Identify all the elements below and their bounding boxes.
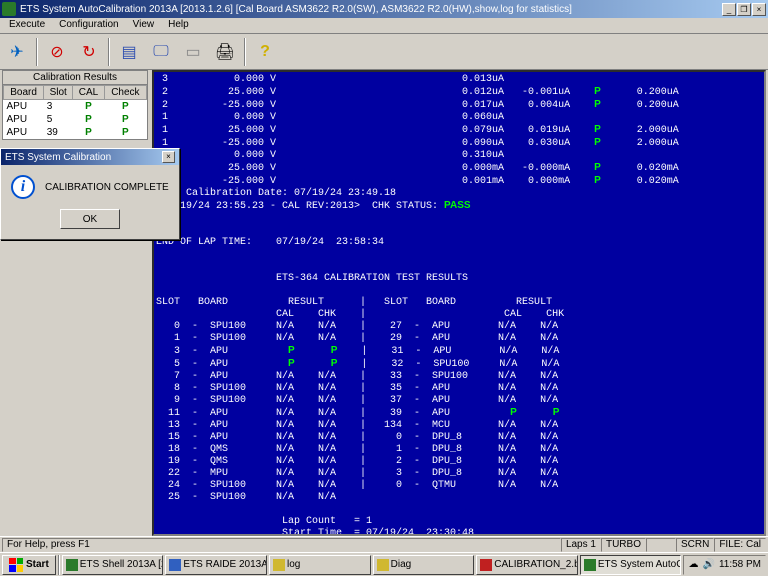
status-file: FILE: Cal <box>714 538 766 552</box>
tool-screen-icon[interactable]: 🖵 <box>146 37 176 67</box>
info-icon: i <box>11 175 35 199</box>
menu-execute[interactable]: Execute <box>2 18 52 33</box>
close-button[interactable]: × <box>752 3 766 16</box>
table-row[interactable]: APU5PP <box>4 113 147 126</box>
col-check[interactable]: Check <box>104 86 146 100</box>
window-title: ETS System AutoCalibration 2013A [2013.1… <box>20 4 722 15</box>
status-laps: Laps 1 <box>561 538 601 552</box>
toolbar: ✈ ⊘ ↻ ▤ 🖵 ▭ 🖨 ? <box>0 34 768 70</box>
toolbar-sep <box>36 38 38 66</box>
table-row[interactable]: APU39PP <box>4 126 147 139</box>
cal-results-table: Board Slot CAL Check APU3PPAPU5PPAPU39PP <box>3 85 147 139</box>
dialog-title: ETS System Calibration <box>5 152 111 163</box>
col-cal[interactable]: CAL <box>73 86 105 100</box>
task-button[interactable]: ETS System AutoC... <box>580 555 682 575</box>
tray-clock[interactable]: 11:58 PM <box>719 559 761 570</box>
toolbar-sep <box>244 38 246 66</box>
tool-refresh-icon[interactable]: ↻ <box>74 37 104 67</box>
tray-icon[interactable]: ☁ <box>688 559 698 570</box>
console-output[interactable]: 3 0.000 V 0.013uA 2 25.000 V 0.012uA -0.… <box>152 70 766 536</box>
dialog-message: CALIBRATION COMPLETE <box>45 182 169 193</box>
menu-view[interactable]: View <box>126 18 162 33</box>
start-button[interactable]: Start <box>2 555 56 575</box>
minimize-button[interactable]: _ <box>722 3 736 16</box>
tool-help-icon[interactable]: ? <box>250 37 280 67</box>
tool-print-icon[interactable]: 🖨 <box>210 37 240 67</box>
start-label: Start <box>26 559 49 570</box>
taskbar: Start ETS Shell 2013A [20...ETS RAIDE 20… <box>0 552 768 576</box>
ok-button[interactable]: OK <box>60 209 120 229</box>
statusbar: For Help, press F1 Laps 1 TURBO SCRN FIL… <box>0 536 768 552</box>
system-tray[interactable]: ☁ 🔊 11:58 PM <box>683 555 766 575</box>
task-button[interactable]: Diag <box>373 555 475 575</box>
task-button[interactable]: CALIBRATION_2.bm... <box>476 555 578 575</box>
menu-configuration[interactable]: Configuration <box>52 18 125 33</box>
col-slot[interactable]: Slot <box>44 86 73 100</box>
window-titlebar: ETS System AutoCalibration 2013A [2013.1… <box>0 0 768 18</box>
tool-doc-icon[interactable]: ▤ <box>114 37 144 67</box>
restore-button[interactable]: ❐ <box>737 3 751 16</box>
windows-flag-icon <box>9 558 23 572</box>
table-row[interactable]: APU3PP <box>4 100 147 114</box>
calibration-results-panel: Calibration Results Board Slot CAL Check… <box>2 70 148 140</box>
task-button[interactable]: ETS Shell 2013A [20... <box>62 555 164 575</box>
tool-log-icon[interactable]: ▭ <box>178 37 208 67</box>
cal-results-title: Calibration Results <box>3 71 147 85</box>
app-icon <box>2 2 16 16</box>
task-button[interactable]: log <box>269 555 371 575</box>
col-board[interactable]: Board <box>4 86 44 100</box>
menu-help[interactable]: Help <box>161 18 196 33</box>
dialog-close-button[interactable]: × <box>162 151 175 163</box>
toolbar-sep <box>108 38 110 66</box>
task-button[interactable]: ETS RAIDE 2013A [2... <box>165 555 267 575</box>
tool-run-icon[interactable]: ✈ <box>2 37 32 67</box>
menubar: Execute Configuration View Help <box>0 18 768 34</box>
calibration-complete-dialog: ETS System Calibration × i CALIBRATION C… <box>0 148 180 240</box>
tool-stop-icon[interactable]: ⊘ <box>42 37 72 67</box>
status-turbo: TURBO <box>601 538 646 552</box>
status-help: For Help, press F1 <box>2 538 561 552</box>
status-scrn: SCRN <box>676 538 714 552</box>
tray-icon[interactable]: 🔊 <box>702 559 714 570</box>
